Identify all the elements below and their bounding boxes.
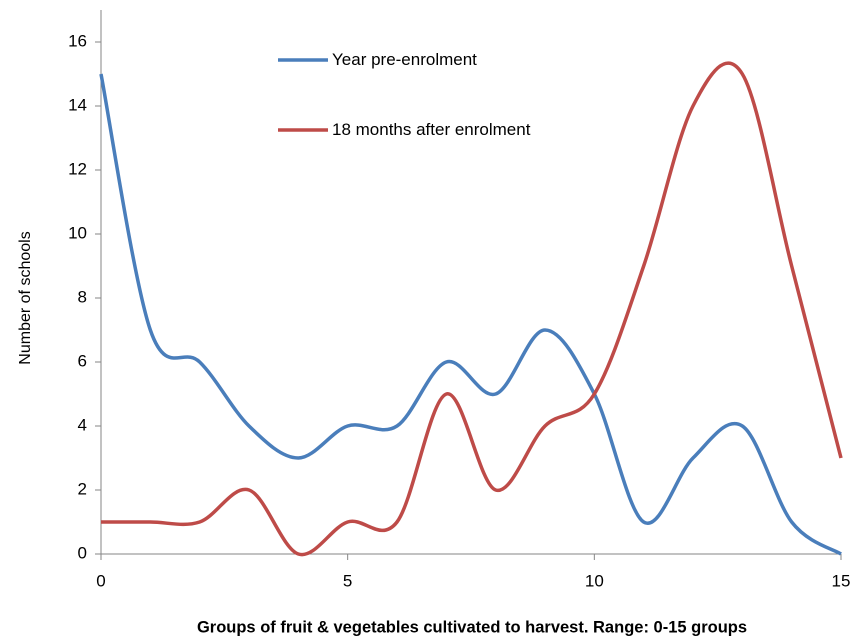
y-axis-title: Number of schools — [17, 231, 34, 364]
y-tick-label: 10 — [68, 223, 87, 242]
x-tick-label: 15 — [832, 571, 851, 590]
series-line — [101, 61, 843, 557]
x-tick-label: 5 — [343, 571, 352, 590]
legend-label: Year pre-enrolment — [332, 50, 477, 69]
x-axis-title: Groups of fruit & vegetables cultivated … — [197, 618, 747, 636]
legend-label: 18 months after enrolment — [332, 120, 531, 139]
y-tick-label: 8 — [78, 287, 87, 306]
series-line — [99, 73, 842, 556]
x-tick-label: 0 — [96, 571, 105, 590]
x-tick-label: 10 — [585, 571, 604, 590]
y-tick-label: 6 — [78, 351, 87, 370]
y-tick-label: 12 — [68, 159, 87, 178]
y-tick-label: 16 — [68, 31, 87, 50]
y-tick-label: 14 — [68, 95, 87, 114]
y-tick-label: 4 — [78, 415, 87, 434]
y-tick-label: 2 — [78, 479, 87, 498]
y-tick-label: 0 — [78, 543, 87, 562]
